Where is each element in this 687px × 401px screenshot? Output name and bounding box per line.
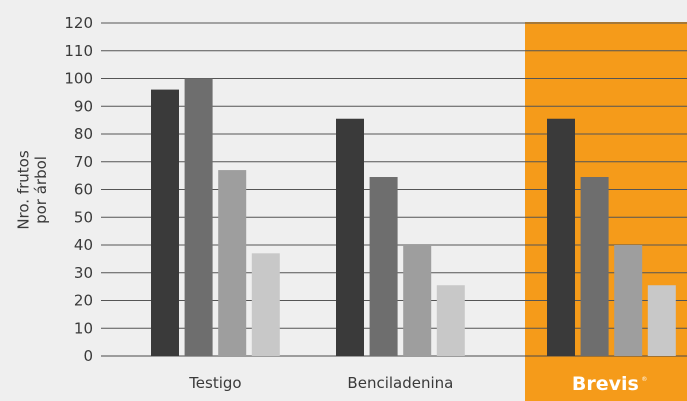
y-axis-label: Nro. frutospor árbol xyxy=(15,150,50,230)
category-label-brand: Brevis xyxy=(572,373,639,395)
y-tick-40: 40 xyxy=(74,236,93,254)
y-tick-50: 50 xyxy=(74,208,93,226)
bar-benciladenina-2 xyxy=(369,177,398,356)
y-tick-20: 20 xyxy=(74,292,93,310)
y-tick-labels: 0 10 20 30 40 50 60 70 80 90 100 110 120 xyxy=(64,14,93,365)
bar-brevis-3 xyxy=(614,245,643,356)
y-tick-110: 110 xyxy=(64,42,93,60)
bar-brevis-4 xyxy=(647,285,676,356)
bar-testigo-3 xyxy=(218,170,247,356)
bar-testigo-1 xyxy=(151,89,179,356)
y-axis-label-line-2: por árbol xyxy=(32,156,50,224)
brand-registered-mark: ® xyxy=(641,376,647,383)
bars xyxy=(151,78,676,356)
y-tick-80: 80 xyxy=(74,125,93,143)
bar-brevis-1 xyxy=(547,118,575,356)
y-tick-90: 90 xyxy=(74,97,93,115)
bar-testigo-2 xyxy=(184,78,213,356)
bar-benciladenina-3 xyxy=(403,245,432,356)
y-tick-120: 120 xyxy=(64,14,93,32)
bar-benciladenina-4 xyxy=(436,285,465,356)
y-tick-0: 0 xyxy=(83,347,93,365)
bar-benciladenina-1 xyxy=(336,118,364,356)
y-tick-10: 10 xyxy=(74,319,93,337)
category-labels: Testigo Benciladenina Brevis ® xyxy=(188,373,647,395)
category-label-benciladenina: Benciladenina xyxy=(347,374,453,392)
y-tick-60: 60 xyxy=(74,181,93,199)
y-tick-100: 100 xyxy=(64,70,93,88)
bar-testigo-4 xyxy=(251,253,280,356)
y-tick-30: 30 xyxy=(74,264,93,282)
y-axis-label-line-1: Nro. frutos xyxy=(15,150,33,230)
y-tick-70: 70 xyxy=(74,153,93,171)
bar-brevis-2 xyxy=(580,177,609,356)
category-label-testigo: Testigo xyxy=(188,374,241,392)
